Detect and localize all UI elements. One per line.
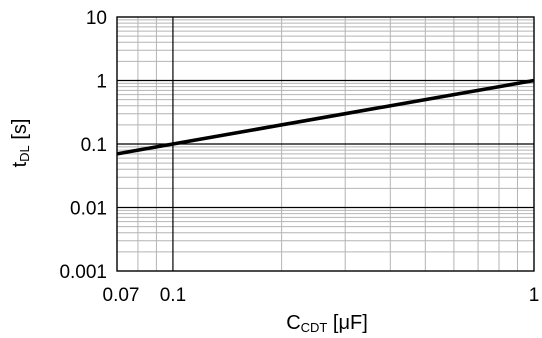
x-tick-label: 0.1 [160,285,186,306]
y-axis-title-sub: DL [17,145,32,162]
y-tick-labels: 0.001 0.01 0.1 1 10 [59,8,107,283]
y-tick-label: 0.01 [70,199,107,220]
x-axis-title-sub: CDT [301,320,328,335]
series-layer [117,81,534,154]
x-axis-title: CCDT [μF] [286,312,368,335]
y-axis-title: tDL [s] [9,119,32,168]
y-axis-title-unit: [s] [9,119,31,146]
y-tick-label: 0.1 [81,135,107,156]
y-tick-label: 1 [96,72,107,93]
x-tick-label: 1 [529,285,540,306]
x-tick-label: 0.07 [103,285,140,306]
y-tick-label: 0.001 [59,262,107,283]
series-line [117,81,534,154]
x-axis-title-unit: [μF] [327,312,367,334]
x-tick-labels: 0.07 0.1 1 [103,285,540,306]
y-tick-label: 10 [86,8,107,29]
x-axis-title-main: C [286,312,300,334]
